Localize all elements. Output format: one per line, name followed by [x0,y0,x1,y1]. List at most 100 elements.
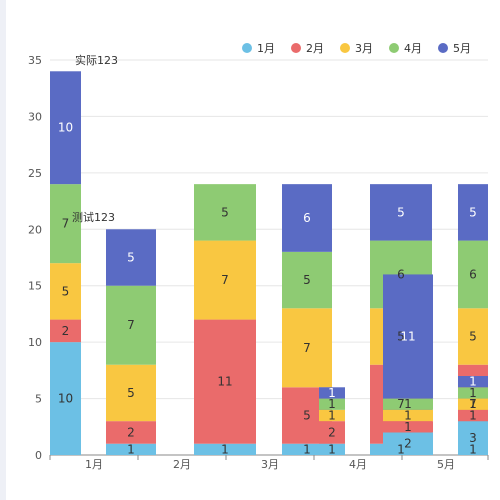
bar-value-label: 6 [303,211,311,225]
legend-item[interactable]: 1月 [242,42,275,55]
bar-segment [50,71,81,185]
bar-segment [319,387,345,399]
bar-value-label: 1 [328,397,336,411]
legend-swatch [438,43,448,53]
bar-segment [50,263,81,320]
bar-value-label: 1 [328,386,336,400]
bar-segment [383,398,433,410]
bar-segment [458,240,488,309]
bar-value-label: 7 [303,341,311,355]
y-tick-label: 5 [35,393,42,406]
bar-value-label: 11 [400,330,415,344]
bar-segment [194,443,256,455]
bar-value-label: 1 [404,409,412,423]
bar-segment [319,398,345,410]
bar-value-label: 10 [58,392,73,406]
bar-segment [282,251,332,309]
bar-value-label: 1 [127,442,135,456]
bar-value-label: 1 [469,386,477,400]
legend-item[interactable]: 2月 [291,42,324,55]
x-tick-label: 5月 [437,458,455,471]
bar-segment [383,432,433,455]
bar-segment [319,409,345,422]
y-tick-label: 35 [28,54,42,67]
bar-value-label: 3 [469,431,477,445]
bar-segment [458,398,488,410]
y-tick-label: 25 [28,167,42,180]
bar-value-label: 1 [328,442,336,456]
bar-value-label: 5 [397,205,405,219]
bar-value-label: 5 [127,386,135,400]
y-tick-label: 30 [28,110,42,123]
bar-value-label: 6 [397,267,405,281]
bar-segment [106,229,156,286]
legend-item[interactable]: 4月 [389,42,422,55]
bar-value-label: 7 [221,273,229,287]
bar-segment [458,308,488,365]
bar-segment [194,184,256,241]
bar-value-label: 1 [469,409,477,423]
bar-value-label: 1 [469,397,477,411]
x-tick-label: 1月 [85,458,103,471]
bar-segment [370,184,432,241]
bar-segment [194,319,256,444]
bar-segment [458,421,488,455]
legend-label: 3月 [355,42,373,55]
bar-value-label: 10 [58,121,73,135]
legend-label: 2月 [306,42,324,55]
y-axis: 0 5 10 15 20 25 30 35 [28,54,42,462]
legend-label: 5月 [453,42,471,55]
bar-segment [383,274,433,399]
legend-label: 1月 [257,42,275,55]
annotation-actual: 实际123 [75,53,118,67]
bar-value-label: 5 [221,205,229,219]
legend: 1月 2月 3月 4月 5月 [242,42,471,55]
bar-value-label: 7 [127,318,135,332]
bar-value-label: 1 [404,420,412,434]
legend-swatch [242,43,252,53]
bar-value-labels: 1025710125751117515756175651756512111211… [58,121,477,457]
bar-value-label: 5 [469,205,477,219]
x-axis: 1月 2月 3月 4月 5月 [49,455,489,471]
bar-value-label: 1 [221,442,229,456]
bar-segment [383,409,433,422]
bar-value-label: 1 [303,442,311,456]
bar-segment [106,285,156,365]
bar-value-label: 5 [62,284,70,298]
bar-value-label: 5 [469,330,477,344]
legend-item[interactable]: 5月 [438,42,471,55]
bar-value-label: 7 [397,397,405,411]
bar-value-label: 1 [397,442,405,456]
legend-label: 4月 [404,42,422,55]
bar-value-label: 5 [303,409,311,423]
bar-value-label: 1 [404,397,412,411]
bar-segment [50,319,81,343]
bars [50,71,488,455]
bar-segment [106,421,156,444]
y-tick-label: 15 [28,280,42,293]
bar-value-label: 6 [469,267,477,281]
annotation-test: 测试123 [72,211,115,224]
legend-swatch [389,43,399,53]
y-tick-label: 10 [28,336,42,349]
bar-value-label: 2 [404,437,412,451]
bar-segment [106,364,156,422]
legend-item[interactable]: 3月 [340,42,373,55]
bar-segment [458,409,488,422]
x-tick-label: 4月 [349,458,367,471]
bar-value-label: 2 [62,324,70,338]
bar-segment [282,184,332,252]
legend-swatch [291,43,301,53]
bar-value-label: 2 [127,425,135,439]
bar-segment [319,421,345,444]
bar-segment [106,443,156,455]
bar-segment [458,387,488,399]
bar-value-label: 7 [62,217,70,231]
page-edge-strip [0,0,6,500]
x-tick-label: 2月 [173,458,191,471]
bar-segment [458,184,488,241]
bar-value-label: 1 [469,442,477,456]
bar-value-label: 5 [127,251,135,265]
bar-segment [319,443,345,455]
bar-value-label: 5 [397,330,405,344]
